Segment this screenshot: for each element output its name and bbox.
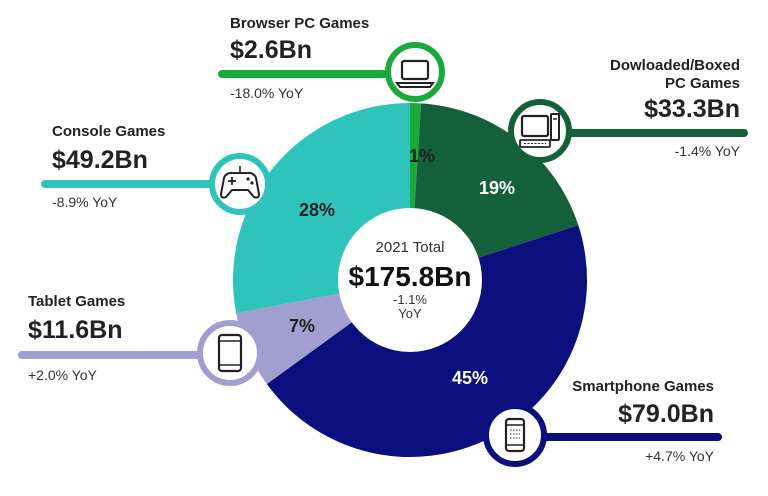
desktop-pc-icon <box>508 99 572 163</box>
tablet-title: Tablet Games <box>28 293 125 310</box>
console-title: Console Games <box>52 123 165 140</box>
browser-yoy: -18.0% YoY <box>230 85 304 101</box>
tablet-value: $11.6Bn <box>28 316 123 344</box>
console-value: $49.2Bn <box>52 146 148 174</box>
tablet-icon <box>197 320 263 386</box>
percent-label-smartphone: 45% <box>452 368 488 388</box>
donut-hole <box>338 208 482 352</box>
center-label: 2021 Total <box>376 239 445 256</box>
center-value: $175.8Bn <box>349 261 472 292</box>
console-yoy: -8.9% YoY <box>52 194 118 210</box>
percent-label-browser: 1% <box>409 146 435 166</box>
tablet-yoy: +2.0% YoY <box>28 367 98 383</box>
smartphone-yoy: +4.7% YoY <box>645 448 715 464</box>
percent-label-downloaded: 19% <box>479 178 515 198</box>
smartphone-icon <box>483 403 547 467</box>
percent-label-tablet: 7% <box>289 316 315 336</box>
browser-title: Browser PC Games <box>230 15 369 32</box>
gamepad-icon <box>209 153 271 215</box>
browser-value: $2.6Bn <box>230 36 312 64</box>
center-change-unit: YoY <box>398 306 422 321</box>
smartphone-value: $79.0Bn <box>618 400 714 428</box>
percent-label-console: 28% <box>299 200 335 220</box>
smartphone-title: Smartphone Games <box>572 378 714 395</box>
downloaded-title-line2: PC Games <box>665 75 740 92</box>
downloaded-yoy: -1.4% YoY <box>675 143 741 159</box>
downloaded-title-line1: Dowloaded/Boxed <box>610 57 740 74</box>
center-change: -1.1% <box>393 292 427 307</box>
downloaded-value: $33.3Bn <box>644 95 740 123</box>
laptop-icon <box>385 42 445 102</box>
